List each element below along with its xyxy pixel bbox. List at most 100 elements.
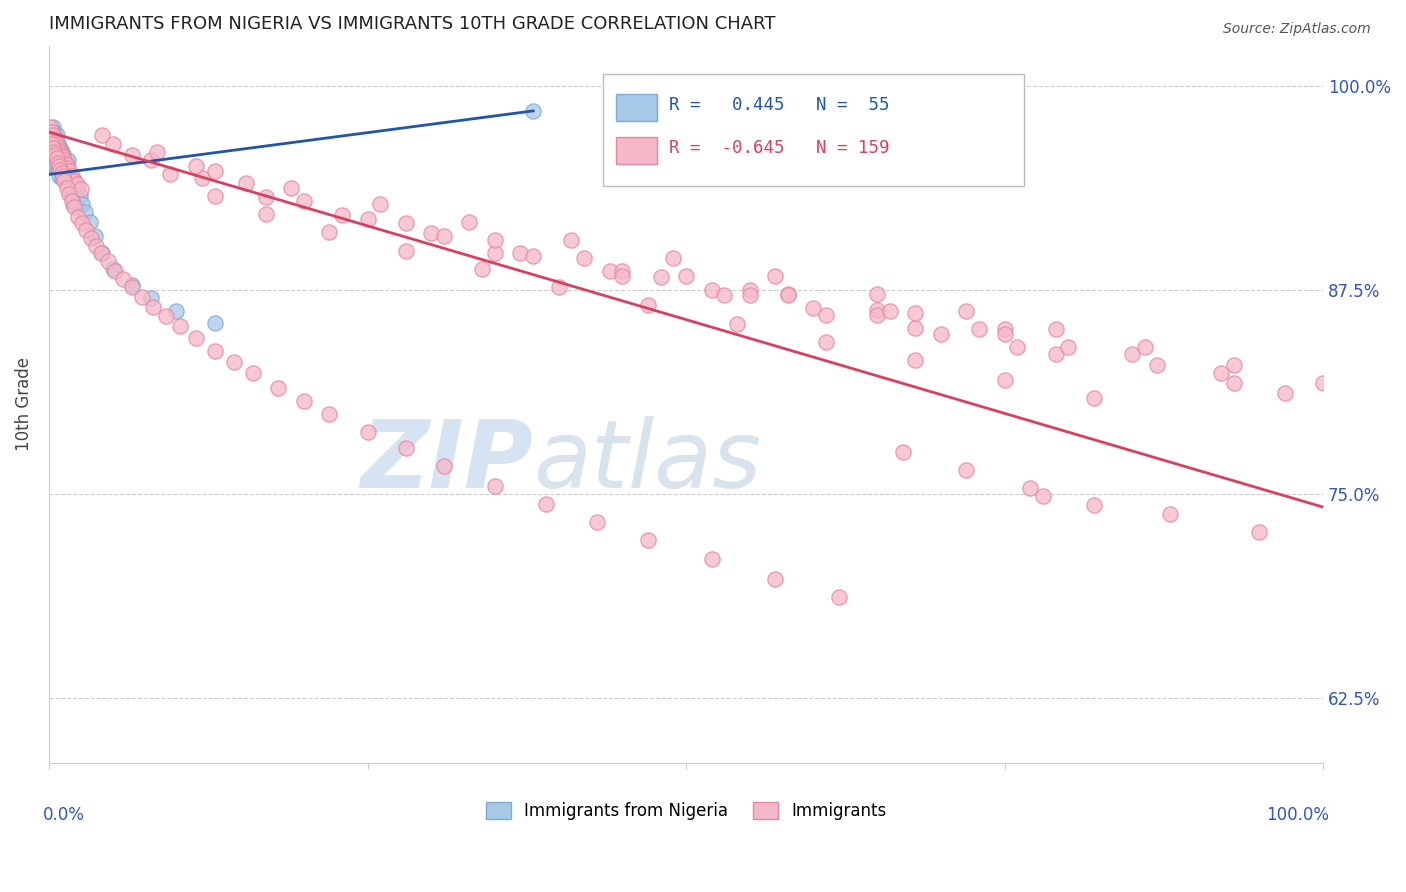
Point: [42, 136, 65, 151]
Point: [44, 148, 66, 162]
Point: [49, 153, 72, 167]
Point: [184, 330, 207, 344]
Point: [1083, 391, 1105, 405]
Point: [39, 120, 62, 135]
Point: [48, 159, 70, 173]
Point: [612, 268, 634, 283]
Point: [60, 190, 83, 204]
Point: [254, 190, 277, 204]
Point: [725, 318, 748, 332]
Point: [204, 188, 226, 202]
Point: [90, 245, 112, 260]
Point: [46, 140, 69, 154]
Point: [738, 288, 761, 302]
Legend: Immigrants from Nigeria, Immigrants: Immigrants from Nigeria, Immigrants: [479, 795, 893, 827]
Point: [42, 148, 65, 162]
Point: [63, 174, 86, 188]
Point: [48, 169, 70, 183]
Point: [1045, 322, 1067, 336]
Point: [58, 187, 80, 202]
Point: [66, 180, 89, 194]
Point: [318, 407, 340, 421]
Point: [53, 153, 76, 167]
Point: [79, 215, 101, 229]
Text: R =   0.445   N =  55: R = 0.445 N = 55: [669, 96, 890, 114]
Point: [929, 327, 952, 342]
Point: [42, 128, 65, 143]
Point: [101, 262, 124, 277]
Point: [80, 231, 103, 245]
Point: [91, 245, 114, 260]
Point: [1159, 507, 1181, 521]
Point: [572, 251, 595, 265]
Point: [49, 145, 72, 159]
Point: [1211, 367, 1233, 381]
Point: [48, 156, 70, 170]
Point: [1032, 489, 1054, 503]
Point: [66, 178, 89, 192]
Point: [484, 479, 506, 493]
Point: [159, 168, 181, 182]
Point: [104, 263, 127, 277]
Point: [204, 316, 226, 330]
Point: [1133, 340, 1156, 354]
Point: [904, 320, 927, 334]
Point: [776, 288, 799, 302]
Point: [904, 353, 927, 368]
Point: [713, 288, 735, 302]
Point: [63, 200, 86, 214]
Point: [42, 153, 65, 167]
Point: [58, 164, 80, 178]
Point: [522, 103, 544, 118]
Point: [41, 136, 63, 151]
Point: [46, 148, 69, 162]
Point: [420, 226, 443, 240]
Point: [97, 253, 120, 268]
Point: [204, 343, 226, 358]
Point: [121, 148, 143, 162]
Point: [41, 128, 63, 143]
Text: atlas: atlas: [533, 417, 762, 508]
Point: [55, 156, 77, 170]
Point: [235, 176, 257, 190]
Point: [1019, 481, 1042, 495]
Point: [994, 373, 1017, 387]
Bar: [616, 136, 657, 164]
Point: [41, 145, 63, 159]
Point: [534, 497, 557, 511]
Point: [67, 210, 90, 224]
Point: [69, 188, 91, 202]
Point: [101, 136, 124, 151]
Point: [52, 169, 75, 183]
Point: [56, 180, 79, 194]
Point: [60, 194, 83, 208]
Point: [44, 158, 66, 172]
Point: [484, 233, 506, 247]
Point: [368, 197, 391, 211]
Text: ZIP: ZIP: [360, 416, 533, 508]
Point: [292, 194, 315, 208]
Point: [522, 249, 544, 263]
Point: [1045, 347, 1067, 361]
Point: [866, 286, 889, 301]
Text: 0.0%: 0.0%: [42, 806, 84, 824]
Point: [356, 211, 378, 226]
Point: [49, 162, 72, 177]
Point: [395, 244, 418, 259]
Point: [63, 174, 86, 188]
Point: [46, 161, 69, 175]
Point: [1057, 340, 1080, 354]
Point: [75, 223, 97, 237]
Point: [42, 145, 65, 159]
Point: [42, 125, 65, 139]
Point: [39, 136, 62, 151]
Text: Source: ZipAtlas.com: Source: ZipAtlas.com: [1223, 22, 1371, 37]
Point: [49, 141, 72, 155]
Point: [395, 442, 418, 456]
Point: [471, 262, 494, 277]
Point: [70, 197, 93, 211]
Point: [60, 169, 83, 183]
Point: [52, 150, 75, 164]
Point: [73, 205, 96, 219]
Point: [330, 208, 353, 222]
